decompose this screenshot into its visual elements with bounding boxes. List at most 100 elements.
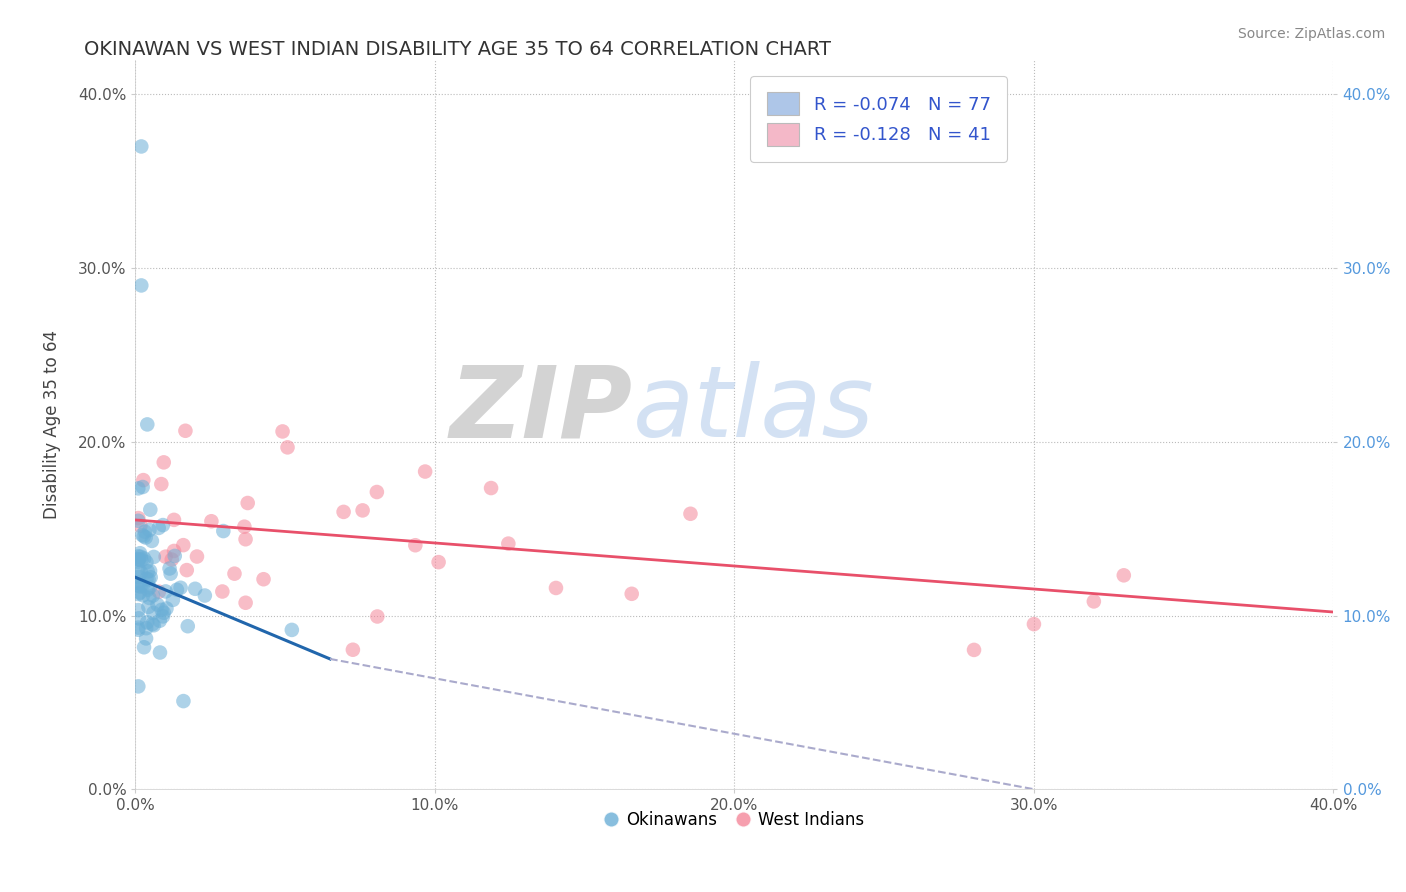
Point xyxy=(127,579,149,593)
Point xyxy=(135,572,157,586)
Point xyxy=(132,473,155,487)
Point xyxy=(148,584,170,599)
Point xyxy=(135,555,157,569)
Point xyxy=(142,606,165,620)
Text: Source: ZipAtlas.com: Source: ZipAtlas.com xyxy=(1237,27,1385,41)
Point xyxy=(153,606,176,620)
Point xyxy=(479,481,502,495)
Point xyxy=(129,580,152,594)
Point xyxy=(1112,568,1135,582)
Point xyxy=(136,582,159,597)
Point xyxy=(139,570,162,584)
Point xyxy=(271,425,294,439)
Point xyxy=(142,618,165,632)
Point xyxy=(413,465,436,479)
Point xyxy=(186,549,208,564)
Point xyxy=(129,549,152,564)
Point xyxy=(235,533,257,547)
Point xyxy=(127,514,149,528)
Point xyxy=(176,563,198,577)
Point xyxy=(163,549,186,563)
Point xyxy=(131,278,153,293)
Point xyxy=(150,603,173,617)
Point xyxy=(128,585,150,599)
Point xyxy=(177,619,200,633)
Point xyxy=(169,581,191,595)
Text: atlas: atlas xyxy=(633,361,875,458)
Point xyxy=(138,591,160,605)
Point xyxy=(224,566,246,581)
Point xyxy=(127,549,149,564)
Point xyxy=(150,477,173,491)
Point xyxy=(366,609,388,624)
Point xyxy=(127,555,149,569)
Point xyxy=(252,572,274,586)
Point xyxy=(127,552,149,566)
Point xyxy=(342,642,364,657)
Point xyxy=(138,581,160,595)
Point xyxy=(127,562,149,576)
Point xyxy=(332,505,354,519)
Point xyxy=(149,614,172,628)
Point xyxy=(162,592,184,607)
Point xyxy=(138,523,160,537)
Point xyxy=(163,513,186,527)
Point xyxy=(129,518,152,533)
Legend: Okinawans, West Indians: Okinawans, West Indians xyxy=(598,805,872,836)
Point xyxy=(138,599,160,614)
Text: ZIP: ZIP xyxy=(450,361,633,458)
Point xyxy=(163,544,186,558)
Point xyxy=(679,507,702,521)
Point xyxy=(132,551,155,566)
Point xyxy=(184,582,207,596)
Point xyxy=(174,424,197,438)
Point xyxy=(212,524,235,538)
Point xyxy=(127,623,149,637)
Point xyxy=(132,578,155,592)
Point xyxy=(152,609,174,624)
Point xyxy=(1083,594,1105,608)
Point xyxy=(277,441,299,455)
Text: OKINAWAN VS WEST INDIAN DISABILITY AGE 35 TO 64 CORRELATION CHART: OKINAWAN VS WEST INDIAN DISABILITY AGE 3… xyxy=(84,40,831,59)
Point xyxy=(281,623,304,637)
Point xyxy=(132,640,155,655)
Point xyxy=(159,566,181,581)
Point xyxy=(139,502,162,516)
Point xyxy=(544,581,567,595)
Point xyxy=(135,531,157,545)
Point xyxy=(160,552,183,566)
Point xyxy=(172,694,194,708)
Point xyxy=(132,529,155,543)
Point xyxy=(127,679,149,693)
Point xyxy=(233,519,256,533)
Point xyxy=(141,617,163,632)
Point xyxy=(146,598,169,612)
Point xyxy=(211,584,233,599)
Point xyxy=(159,561,181,575)
Point xyxy=(136,565,159,579)
Point xyxy=(200,514,222,528)
Point xyxy=(127,603,149,617)
Point xyxy=(194,589,217,603)
Point xyxy=(127,621,149,635)
Point xyxy=(366,485,388,500)
Point xyxy=(127,481,149,495)
Point xyxy=(172,538,194,552)
Point xyxy=(620,587,643,601)
Point xyxy=(129,566,152,580)
Point xyxy=(155,549,177,564)
Point xyxy=(138,573,160,587)
Point xyxy=(128,570,150,584)
Point xyxy=(498,536,520,550)
Point xyxy=(127,575,149,590)
Point xyxy=(127,552,149,566)
Point xyxy=(152,518,174,533)
Point xyxy=(963,643,986,657)
Point xyxy=(155,584,177,599)
Point xyxy=(166,582,188,597)
Point xyxy=(352,503,374,517)
Point xyxy=(142,589,165,603)
Point xyxy=(152,455,174,469)
Point xyxy=(129,546,152,560)
Point xyxy=(235,596,257,610)
